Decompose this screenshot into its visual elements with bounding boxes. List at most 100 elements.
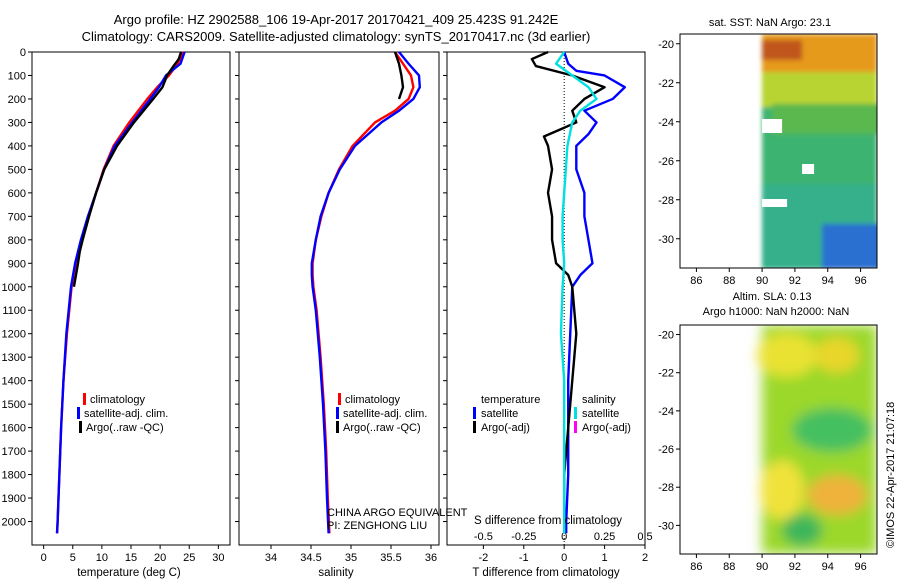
- sst-map-field: [762, 34, 877, 268]
- sst-mid: [762, 72, 877, 107]
- map-ytick-label: -26: [658, 444, 674, 456]
- title-line2: Climatology: CARS2009. Satellite-adjuste…: [82, 29, 591, 44]
- sla-high: [757, 333, 818, 377]
- ytick-label: 1600: [2, 423, 26, 435]
- ytick-label: 600: [8, 188, 26, 200]
- series-line: [55, 51, 186, 534]
- sst-map: 86 88 90 92 94 96 -20 -22 -24 -26 -28 -30: [658, 34, 877, 287]
- legend-t-satellite: satellite: [481, 408, 518, 420]
- legend-swatch-satellite: [77, 407, 80, 419]
- map-xtick-label: 86: [690, 275, 702, 287]
- map-xtick-label: 92: [789, 561, 801, 573]
- sst-map-field-inner: [762, 34, 877, 268]
- sla-high: [815, 337, 860, 373]
- series-line: [55, 51, 185, 534]
- stick-label: -0.5: [474, 531, 493, 543]
- ytick-label: 2000: [2, 517, 26, 529]
- title-line1: Argo profile: HZ 2902588_106 19-Apr-2017…: [114, 12, 559, 27]
- stick-label: 0: [561, 531, 567, 543]
- map-xtick-label: 88: [723, 275, 735, 287]
- sst-mask: [762, 199, 788, 207]
- credit-line2: PI: ZENGHONG LIU: [327, 520, 427, 532]
- xtick-label: -1: [519, 552, 529, 564]
- ytick-label: 300: [8, 117, 26, 129]
- series-line: [310, 51, 421, 534]
- map-xtick-label: 94: [822, 275, 834, 287]
- series-line: [393, 51, 405, 100]
- legend-swatch-t-argo: [473, 421, 476, 433]
- map-xtick-label: 92: [789, 275, 801, 287]
- sla-low: [792, 408, 873, 452]
- legend-swatch-climatology: [338, 393, 341, 405]
- credit-line1: CHINA ARGO EQUIVALENT: [327, 507, 468, 519]
- sst-hot: [762, 40, 803, 60]
- xtick-label: 2: [642, 552, 648, 564]
- legend-satellite: satellite-adj. clim.: [343, 408, 427, 420]
- ytick-label: 500: [8, 164, 26, 176]
- sla-map-subtitle: Argo h1000: NaN h2000: NaN: [703, 306, 850, 318]
- sst-green: [772, 104, 877, 134]
- xtick-label: 35: [345, 552, 357, 564]
- legend-t-argo: Argo(-adj): [481, 422, 530, 434]
- ytick-label: 0: [20, 47, 26, 59]
- sst-mask: [802, 164, 815, 174]
- ytick-label: 1100: [2, 305, 26, 317]
- ytick-label: 1500: [2, 399, 26, 411]
- sla-map-title: Altim. SLA: 0.13: [733, 291, 812, 303]
- xtick-label: 1: [602, 552, 608, 564]
- ytick-label: 900: [8, 258, 26, 270]
- ytick-label: 1300: [2, 352, 26, 364]
- map-ytick-label: -24: [658, 406, 674, 418]
- xtick-label: 30: [212, 552, 224, 564]
- legend-s-argo: Argo(-adj): [582, 422, 631, 434]
- map-xtick-label: 96: [854, 561, 866, 573]
- map-xtick-label: 94: [822, 561, 834, 573]
- ytick-label: 100: [8, 70, 26, 82]
- difference-xlabel2: S difference from climatology: [474, 515, 622, 527]
- legend-satellite: satellite-adj. clim.: [84, 408, 168, 420]
- series-line: [563, 51, 626, 534]
- sst-mask: [762, 119, 783, 133]
- map-ytick-label: -24: [658, 117, 674, 129]
- xtick-label: 10: [96, 552, 108, 564]
- temperature-xlabel: temperature (deg C): [77, 567, 181, 579]
- sla-map-field: [757, 325, 877, 554]
- series-line: [72, 51, 183, 287]
- legend-s-satellite: satellite: [582, 408, 619, 420]
- map-xtick-label: 90: [756, 561, 768, 573]
- xtick-label: 25: [183, 552, 195, 564]
- salinity-xlabel: salinity: [318, 567, 353, 579]
- sst-cold: [822, 224, 877, 268]
- sla-high: [760, 460, 805, 520]
- ytick-label: 700: [8, 211, 26, 223]
- map-ytick-label: -30: [658, 234, 674, 246]
- sla-map-axes: [679, 324, 878, 555]
- ytick-label: 1400: [2, 376, 26, 388]
- map-ytick-label: -22: [658, 78, 674, 90]
- temperature-plot: 0100200300400500600700800900100011001200…: [2, 47, 225, 564]
- legend-climatology: climatology: [90, 394, 146, 406]
- sst-map-axes: [679, 33, 878, 269]
- legend-swatch-climatology: [83, 393, 86, 405]
- stick-label: 0.5: [637, 531, 652, 543]
- legend-header-salinity: salinity: [582, 394, 616, 406]
- legend-swatch-argo: [336, 421, 339, 433]
- legend-swatch-argo: [79, 421, 82, 433]
- xtick-label: 15: [125, 552, 137, 564]
- map-ytick-label: -20: [658, 330, 674, 342]
- difference-xlabel: T difference from climatology: [472, 567, 619, 579]
- map-xtick-label: 88: [723, 561, 735, 573]
- legend-header-temperature: temperature: [481, 394, 540, 406]
- legend-climatology: climatology: [345, 394, 401, 406]
- legend-swatch-s-argo: [574, 421, 577, 433]
- ytick-label: 200: [8, 94, 26, 106]
- xtick-label: 34: [265, 552, 277, 564]
- legend-swatch-s-satellite: [574, 407, 577, 419]
- sla-low: [782, 514, 823, 546]
- xtick-label: 34.5: [300, 552, 321, 564]
- ytick-label: 1700: [2, 446, 26, 458]
- xtick-label: 35.5: [380, 552, 401, 564]
- difference-plot: -2 -1 0 1 2 -0.5 -0.25 0 0.25 0.5: [443, 50, 653, 564]
- legend-swatch-satellite: [336, 407, 339, 419]
- ytick-label: 1800: [2, 470, 26, 482]
